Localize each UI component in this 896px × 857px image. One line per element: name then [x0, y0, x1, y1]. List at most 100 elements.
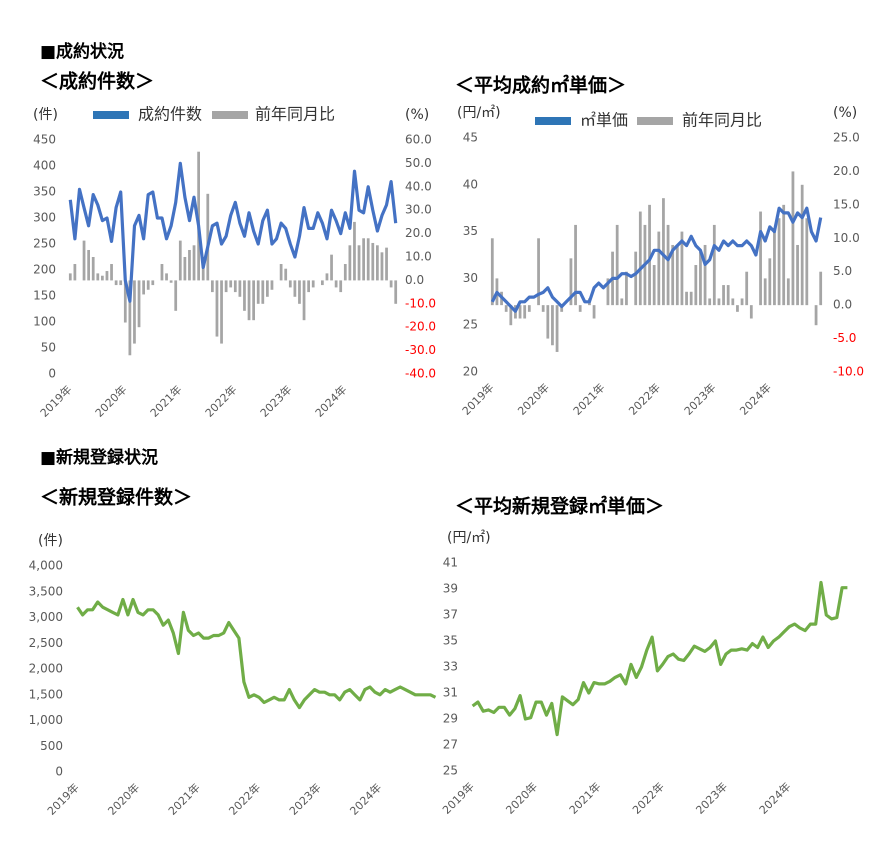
bar [211, 280, 214, 293]
tick-label: 450 [33, 133, 56, 147]
x-tick-label: 2024年 [737, 380, 774, 417]
bar [293, 280, 297, 297]
bar [224, 280, 228, 293]
bar [238, 280, 242, 297]
bar [270, 280, 274, 290]
bar [330, 254, 333, 281]
y-axis-label: (件) [33, 107, 58, 123]
bar [101, 275, 104, 281]
chart-title: ＜成約件数＞ [40, 70, 154, 93]
tick-label: 2,500 [29, 636, 63, 650]
x-tick-label: 2019年 [37, 382, 74, 419]
bar [96, 273, 100, 281]
x-tick-label: 2022年 [226, 780, 263, 817]
tick-label: 45 [463, 131, 478, 145]
y2-axis-label: (%) [833, 105, 857, 121]
bar [142, 280, 145, 295]
bar [288, 280, 292, 288]
bar [233, 280, 237, 293]
tick-label: 1,500 [29, 687, 63, 701]
bar [745, 271, 749, 306]
chart-title: ＜新規登録件数＞ [40, 486, 192, 509]
bar [740, 298, 744, 306]
legend-swatch [535, 117, 571, 125]
bar [490, 238, 494, 306]
bar [555, 305, 559, 352]
tick-label: 25.0 [833, 131, 860, 145]
tick-label: 350 [33, 185, 56, 199]
bar [302, 280, 306, 321]
bar [666, 224, 670, 306]
bar [215, 280, 219, 337]
bar [325, 273, 329, 281]
bar [648, 204, 651, 306]
tick-label: -30.0 [405, 343, 436, 357]
bar [819, 271, 823, 306]
bar [768, 258, 772, 306]
tick-label: 30 [463, 271, 478, 285]
bar [546, 305, 550, 339]
bar [504, 305, 508, 312]
bar [800, 184, 804, 306]
legend-label: ㎡単価 [580, 111, 628, 130]
bar [247, 280, 251, 321]
bar [689, 291, 693, 306]
bar [321, 280, 324, 286]
bar [759, 211, 762, 306]
bar [165, 273, 168, 281]
bar [243, 280, 246, 311]
bar [339, 280, 343, 293]
tick-label: 200 [33, 263, 56, 277]
bar [675, 244, 679, 306]
x-tick-label: 2019年 [439, 779, 476, 816]
bar [188, 249, 191, 281]
tick-label: 100 [33, 315, 56, 329]
bar [68, 273, 72, 281]
bar [620, 298, 624, 306]
bar [694, 265, 698, 306]
bar [537, 238, 540, 306]
tick-label: -10.0 [405, 296, 436, 310]
tick-label: -5.0 [833, 331, 856, 345]
bar [266, 280, 269, 297]
bar [615, 224, 619, 306]
bar [652, 265, 656, 306]
tick-label: 35 [443, 634, 458, 648]
bar [394, 280, 398, 304]
x-tick-label: 2020年 [105, 780, 142, 817]
bar [814, 305, 818, 326]
tick-label: 15.0 [833, 197, 860, 211]
x-tick-label: 2021年 [165, 780, 202, 817]
tick-label: 150 [33, 289, 56, 303]
x-tick-label: 2022年 [202, 382, 239, 419]
tick-label: 20 [463, 365, 478, 379]
bar [110, 264, 113, 281]
x-tick-label: 2021年 [570, 380, 607, 417]
bar [362, 238, 365, 281]
bar [366, 238, 370, 281]
bar [128, 280, 132, 356]
x-tick-label: 2024年 [347, 780, 384, 817]
bar [551, 305, 554, 346]
bar [578, 305, 582, 312]
bar [680, 231, 684, 306]
bar [229, 280, 233, 288]
tick-label: 40 [463, 177, 478, 191]
bar [731, 298, 735, 306]
bar [385, 247, 388, 281]
tick-label: 20.0 [833, 164, 860, 178]
bar [371, 242, 375, 281]
y-axis-label: (円/㎡) [447, 530, 491, 546]
bar [518, 305, 522, 319]
line [68, 161, 398, 303]
tick-label: 25 [443, 764, 458, 778]
bar [726, 285, 730, 306]
tick-label: 30.0 [405, 203, 432, 217]
tick-label: 35 [463, 224, 478, 238]
bar [708, 298, 712, 306]
bar [712, 224, 716, 306]
bar [736, 305, 739, 312]
tick-label: 40.0 [405, 179, 432, 193]
bar [357, 245, 361, 281]
tick-label: 50.0 [405, 156, 432, 170]
